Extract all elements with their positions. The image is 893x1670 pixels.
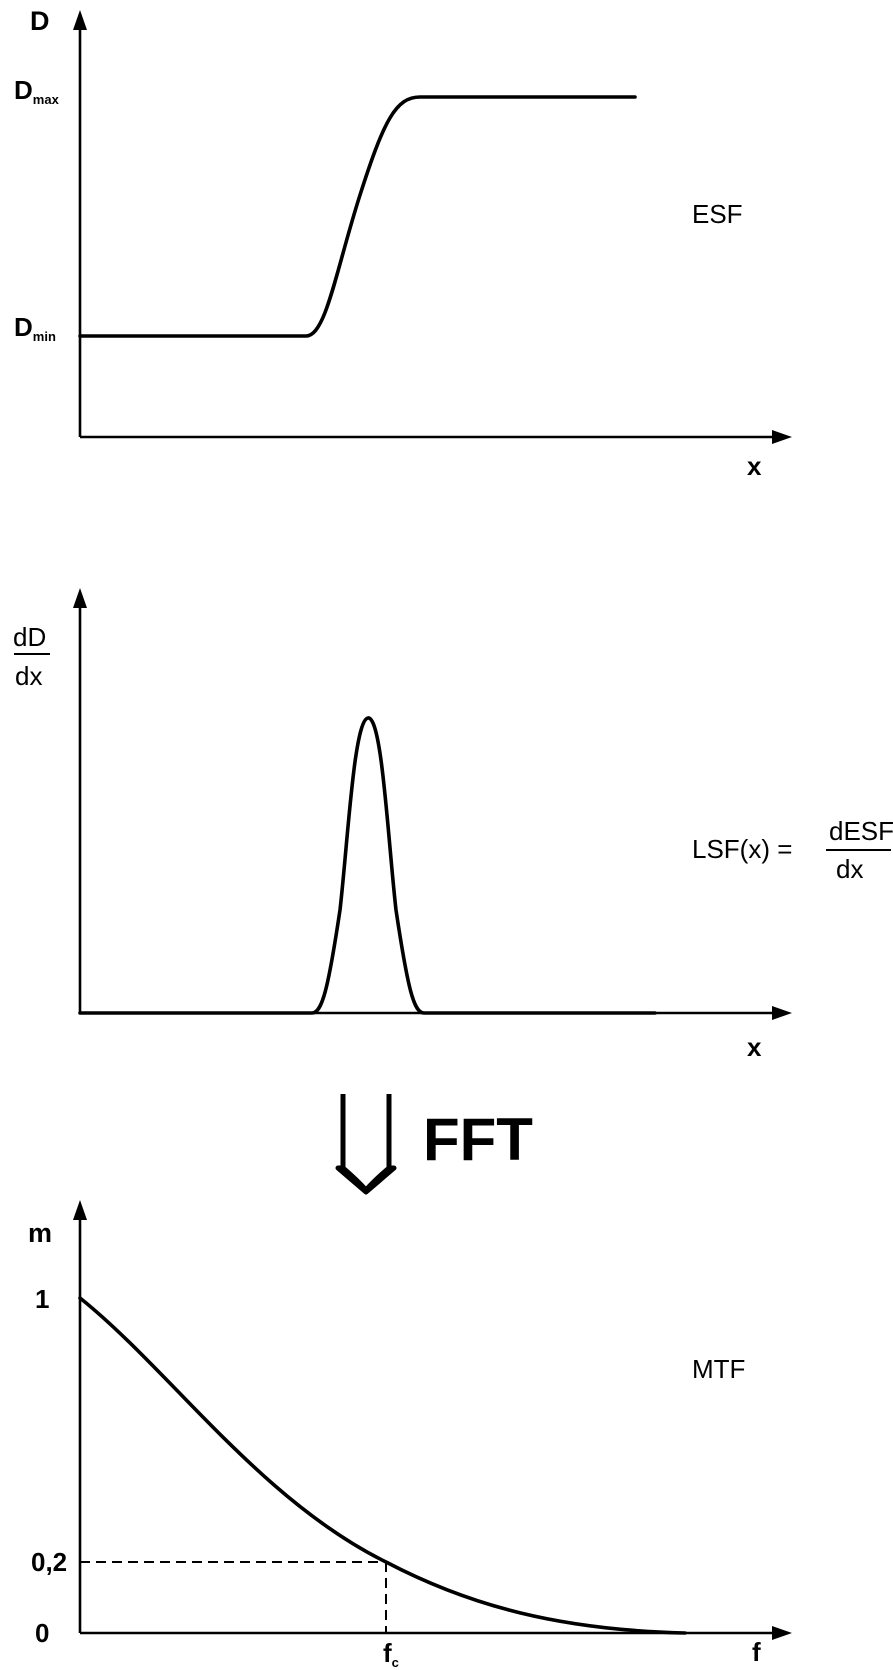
- esf-panel: D Dmax Dmin x ESF: [14, 6, 792, 481]
- fft-transform: FFT: [338, 1094, 533, 1192]
- mtf-y-axis-label: m: [28, 1218, 52, 1248]
- lsf-curve: [80, 718, 655, 1013]
- esf-curve-label: ESF: [692, 199, 743, 229]
- lsf-panel: dD dx x LSF(x) = dESF dx: [13, 588, 893, 1062]
- lsf-x-axis-arrowhead: [772, 1006, 792, 1020]
- lsf-x-axis-label: x: [747, 1032, 762, 1062]
- esf-x-axis-arrowhead: [772, 430, 792, 444]
- mtf-curve-label: MTF: [692, 1354, 745, 1384]
- esf-y-axis-arrowhead: [73, 10, 87, 30]
- mtf-tick-zero: 0: [35, 1618, 49, 1648]
- double-down-arrow-icon: [338, 1094, 394, 1192]
- esf-y-axis-label: D: [30, 6, 50, 36]
- mtf-x-axis-label: f: [752, 1637, 761, 1667]
- esf-curve: [80, 97, 635, 336]
- mtf-y-axis-arrowhead: [73, 1200, 87, 1220]
- esf-x-axis-label: x: [747, 451, 762, 481]
- lsf-formula-numerator: dESF: [829, 816, 893, 846]
- lsf-formula-lhs: LSF(x) =: [692, 834, 792, 864]
- mtf-tick-one: 1: [35, 1284, 49, 1314]
- lsf-y-axis-arrowhead: [73, 588, 87, 608]
- lsf-y-axis-label-denominator: dx: [15, 661, 42, 691]
- fc-tick-label: fc: [383, 1638, 399, 1670]
- mtf-panel: m 1 0,2 0 fc f MTF: [28, 1200, 792, 1670]
- dmax-tick-label: Dmax: [14, 75, 60, 107]
- fft-label: FFT: [423, 1106, 533, 1173]
- lsf-y-axis-label-numerator: dD: [13, 622, 46, 652]
- dmin-tick-label: Dmin: [14, 312, 56, 344]
- mtf-x-axis-arrowhead: [772, 1626, 792, 1640]
- lsf-formula-denominator: dx: [836, 854, 863, 884]
- mtf-tick-point-two: 0,2: [31, 1547, 67, 1577]
- mtf-curve: [80, 1298, 685, 1633]
